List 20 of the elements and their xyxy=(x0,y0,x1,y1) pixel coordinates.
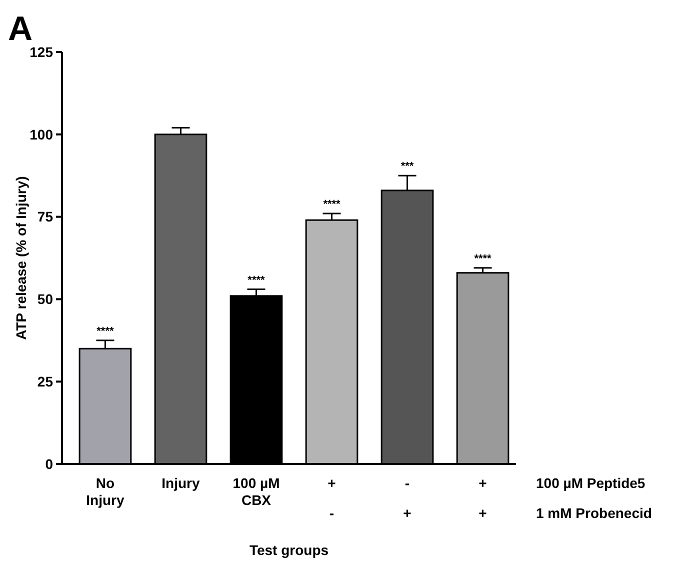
annotation: **** xyxy=(248,274,266,286)
x-tick-label: No Injury xyxy=(86,475,124,508)
annotation: **** xyxy=(96,325,115,338)
y-tick-label: 100 xyxy=(30,126,54,142)
text: 100 µM Peptide5 xyxy=(536,475,646,491)
x-tick-label: + + xyxy=(478,475,487,521)
y-tick-label: 25 xyxy=(37,374,54,390)
annotation: **** xyxy=(474,252,492,265)
x-tick-label: - + xyxy=(403,475,412,521)
annotation: **** xyxy=(323,198,342,211)
y-tick-label: 0 xyxy=(45,456,54,472)
y-tick-label: 50 xyxy=(37,291,54,308)
x-tick-label: Injury xyxy=(162,475,200,491)
x-tick-label: 100 µM CBX xyxy=(232,475,280,508)
y-axis-title: ATP release (% of Injury) xyxy=(13,176,29,340)
y-tick-label: 75 xyxy=(37,208,54,225)
x-tick-label: + - xyxy=(328,475,336,521)
annotation: *** xyxy=(400,160,414,173)
x-axis-title: Test groups xyxy=(249,542,329,558)
text: 1 mM Probenecid xyxy=(536,505,652,521)
